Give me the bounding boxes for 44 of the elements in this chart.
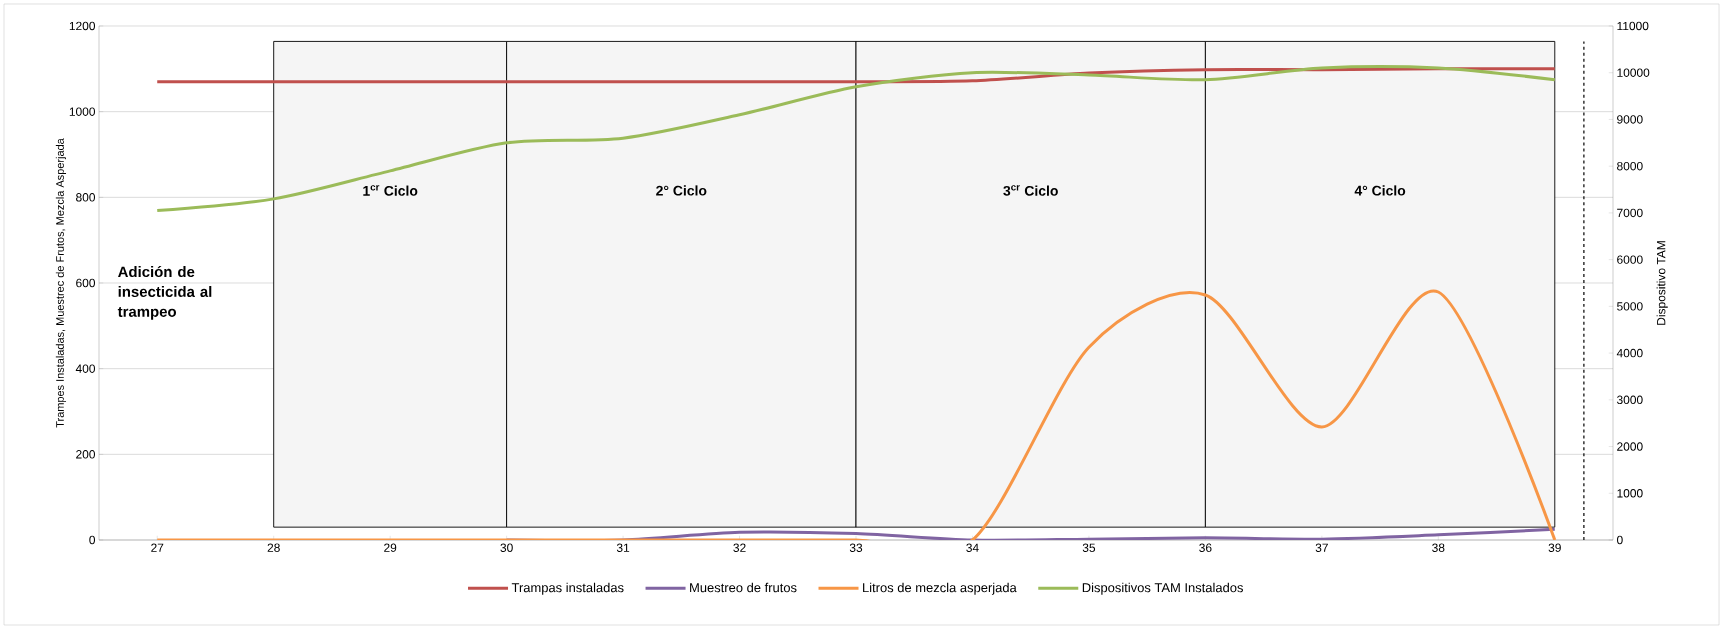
legend-label: Litros de mezcla asperjada (863, 582, 1017, 595)
x-tick-label: 32 (733, 543, 746, 552)
annotation: Adición de insecticida al trampeo (117, 265, 212, 320)
x-tick-label: 34 (966, 543, 979, 552)
y-tick-label: 800 (76, 193, 96, 202)
y2-tick-label: 4000 (1616, 348, 1643, 358)
y-tick-label: 400 (75, 364, 96, 373)
y-axis-title: Trampes Instaladas, Muestrec de Frutos, Mezcla Asperjada (55, 138, 67, 428)
x-tick-label: 29 (384, 543, 397, 552)
y-tick-label: 1200 (69, 21, 96, 31)
x-tick-label: 39 (1548, 543, 1561, 552)
y-tick-label: 200 (76, 450, 96, 459)
legend-label: Trampas instaladas (511, 582, 624, 595)
y-tick-label: 0 (89, 535, 96, 545)
x-tick-label: 37 (1315, 543, 1328, 552)
band-label: 1$^{cr}$ Ciclo (363, 185, 418, 196)
legend-label: Dispositivos TAM Instalados (1082, 582, 1243, 595)
x-tick-label: 38 (1432, 543, 1445, 552)
y2-tick-label: 2000 (1617, 442, 1643, 451)
y2-tick-label: 5000 (1617, 302, 1643, 311)
y2-tick-label: 1000 (1617, 489, 1643, 498)
x-tick-label: 31 (616, 543, 630, 552)
x-tick-label: 36 (1199, 543, 1212, 552)
y2-tick-label: 8000 (1617, 161, 1643, 171)
band-label: 3$^{cr}$ Ciclo (1003, 185, 1058, 196)
x-tick-label: 28 (267, 543, 280, 552)
y2-tick-label: 0 (1617, 535, 1623, 545)
y-tick-label: 1000 (69, 107, 96, 116)
x-tick-label: 30 (500, 543, 513, 552)
band-label: 4° Ciclo (1354, 185, 1406, 196)
y2-tick-label: 9000 (1617, 115, 1643, 124)
line-series (155, 65, 1557, 213)
y2-tick-label: 11000 (1617, 21, 1649, 31)
x-tick-label: 33 (849, 543, 863, 552)
y2-tick-label: 3000 (1616, 395, 1643, 405)
y2-tick-label: 10000 (1617, 68, 1650, 77)
legend-label: Muestreo de frutos (690, 582, 797, 593)
y2-tick-label: 6000 (1617, 255, 1643, 264)
y-tick-label: 600 (76, 278, 96, 288)
x-tick-label: 35 (1082, 543, 1096, 552)
band-label: 2° Ciclo (656, 185, 707, 196)
y2-tick-label: 7000 (1617, 208, 1643, 218)
y2-axis-title: Dispositivo TAM (1656, 241, 1668, 325)
x-tick-label: 27 (151, 543, 164, 552)
